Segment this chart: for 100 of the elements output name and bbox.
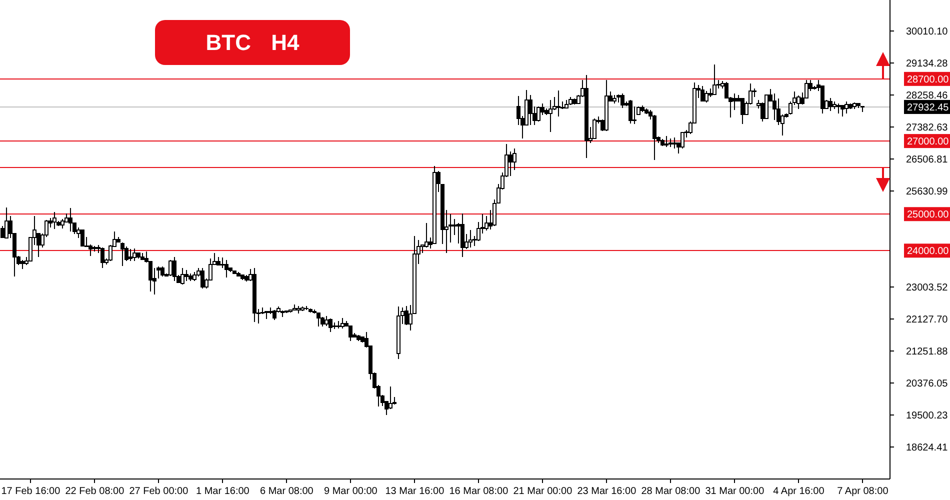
candlestick	[548, 100, 553, 132]
candlestick	[528, 94, 533, 126]
candlestick	[592, 118, 597, 140]
x-tick-label: 9 Mar 00:00	[324, 486, 378, 497]
candlestick	[860, 106, 865, 112]
candlestick	[232, 270, 237, 275]
y-tick-label: 19500.23	[906, 410, 948, 422]
y-tick-label: 23003.52	[906, 282, 948, 294]
candlestick	[660, 138, 665, 147]
candlestick	[664, 135, 669, 148]
candlestick	[100, 247, 105, 268]
x-tick-label: 6 Mar 08:00	[260, 486, 314, 497]
candlestick	[572, 98, 577, 105]
y-tick-label: 29134.28	[906, 58, 948, 70]
ref-line-label: 27932.45	[907, 102, 950, 114]
candlestick	[280, 310, 285, 318]
y-tick-label: 27382.63	[906, 122, 948, 134]
candlestick	[336, 320, 341, 329]
candlestick	[200, 268, 205, 289]
candlestick	[348, 325, 353, 342]
candlestick	[432, 165, 437, 245]
candlestick	[772, 93, 777, 121]
candlestick	[612, 94, 617, 104]
x-tick-label: 28 Mar 08:00	[641, 486, 701, 497]
candlestick	[332, 322, 337, 330]
candlestick	[252, 268, 257, 322]
candlestick	[564, 100, 569, 110]
candlestick	[236, 271, 241, 278]
x-tick-label: 31 Mar 00:00	[705, 486, 765, 497]
y-tick-label: 22127.70	[906, 314, 948, 326]
candlestick	[308, 308, 313, 313]
ref-line-label: 25000.00	[907, 210, 950, 221]
candlestick	[4, 207, 9, 239]
y-tick-label: 20376.05	[906, 378, 948, 390]
candlestick	[160, 266, 165, 278]
ref-line-label: 28700.00	[907, 74, 950, 86]
candlestick	[704, 90, 709, 103]
candlestick	[272, 310, 277, 321]
candlestick	[300, 306, 305, 312]
candlestick	[840, 104, 845, 118]
candlestick	[316, 312, 321, 328]
candlestick	[536, 106, 541, 122]
x-tick-label: 21 Mar 00:00	[513, 486, 573, 497]
candlestick	[828, 97, 833, 112]
candlestick	[836, 102, 841, 114]
candlestick	[304, 306, 309, 311]
x-tick-label: 22 Feb 08:00	[65, 486, 125, 497]
x-tick-label: 1 Mar 16:00	[196, 486, 250, 497]
candlestick	[556, 90, 561, 118]
candlestick	[856, 102, 861, 108]
x-tick-label: 17 Feb 16:00	[1, 486, 61, 497]
candlestick	[468, 230, 473, 248]
candlestick	[120, 242, 125, 266]
y-tick-label: 28258.46	[906, 90, 948, 102]
x-tick-label: 4 Apr 16:00	[773, 486, 825, 497]
y-tick-label: 25630.99	[906, 186, 948, 198]
candlestick	[132, 248, 137, 262]
y-tick-label: 18624.41	[906, 442, 948, 454]
candlestick	[628, 100, 633, 124]
candlestick	[328, 318, 333, 332]
candlestick	[848, 102, 853, 110]
candlestick	[584, 74, 589, 158]
candlestick	[136, 252, 141, 259]
candlestick	[92, 245, 97, 252]
candlestick	[240, 274, 245, 280]
candlestick	[712, 64, 717, 96]
x-tick-label: 27 Feb 00:00	[129, 486, 189, 497]
text: BTC H4	[206, 30, 300, 55]
candlestick	[224, 260, 229, 278]
candlestick	[288, 308, 293, 313]
y-tick-label: 30010.10	[906, 26, 948, 38]
candlestick	[700, 85, 705, 102]
ref-line-label: 27000.00	[907, 136, 950, 148]
y-tick-label: 26506.81	[906, 154, 948, 166]
candlestick	[396, 306, 401, 360]
y-tick-label: 21251.88	[906, 346, 948, 358]
candlestick	[20, 260, 25, 270]
x-tick-label: 16 Mar 08:00	[449, 486, 509, 497]
candlestick	[740, 97, 745, 125]
candlestick	[640, 105, 645, 112]
candlestick	[192, 271, 197, 282]
candlestick	[340, 318, 345, 329]
candlestick	[216, 256, 221, 266]
candlestick	[852, 102, 857, 110]
candlestick	[668, 138, 673, 148]
candlestick	[460, 212, 465, 258]
candlestick	[356, 334, 361, 342]
x-tick-label: 23 Mar 16:00	[577, 486, 637, 497]
candlestick	[284, 310, 289, 314]
candlestick	[796, 95, 801, 110]
candlestick	[128, 248, 133, 262]
candlestick	[80, 229, 85, 248]
x-tick-label: 7 Apr 08:00	[837, 486, 889, 497]
candlestick	[360, 336, 365, 344]
candlestick	[264, 310, 269, 320]
candlestick	[832, 101, 837, 110]
candlestick	[188, 272, 193, 282]
candlestick	[140, 252, 145, 261]
candlestick	[52, 211, 57, 230]
candlestick	[292, 304, 297, 312]
